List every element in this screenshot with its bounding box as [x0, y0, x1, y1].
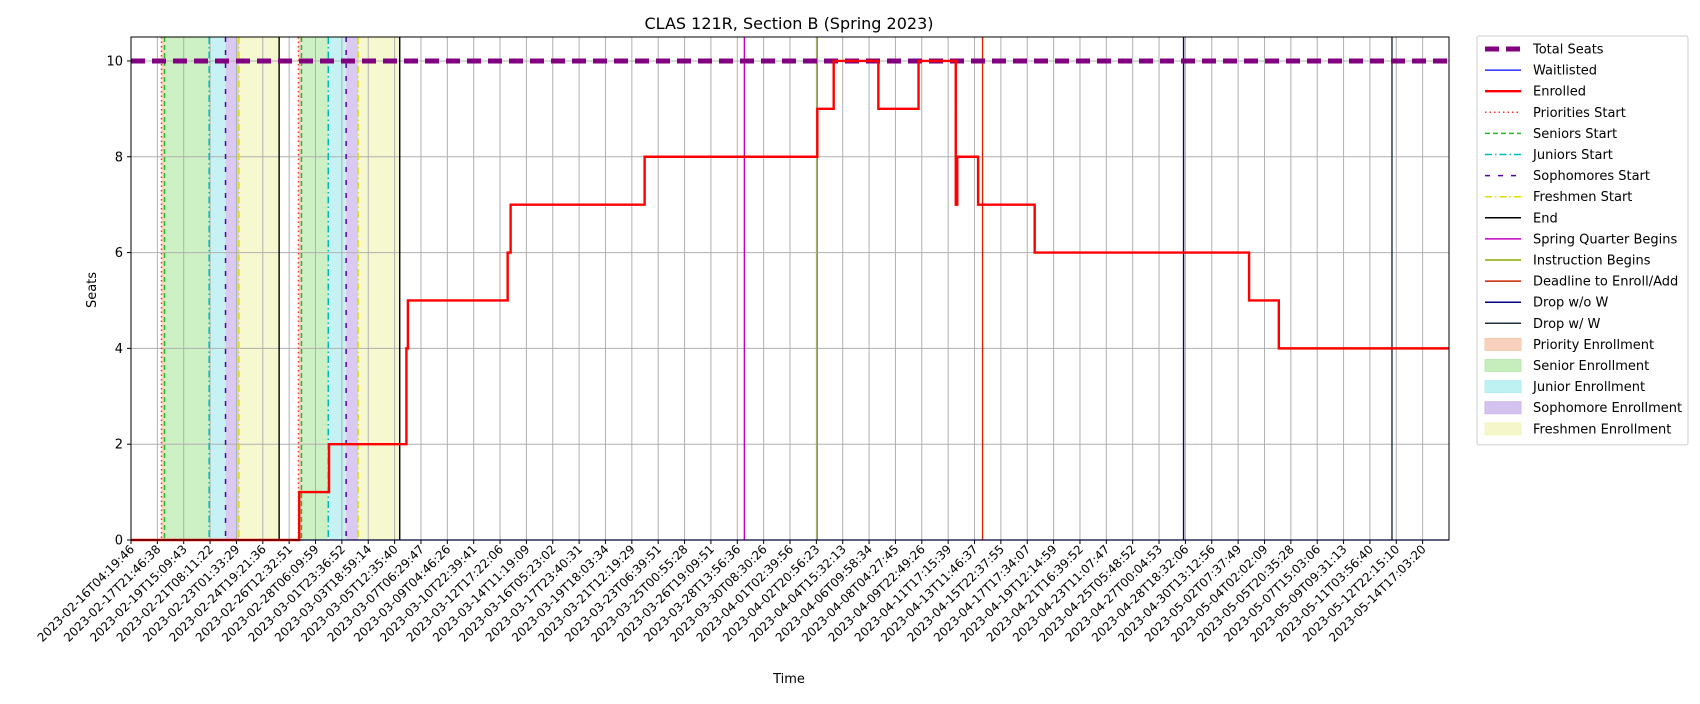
legend-entry-senior-enrollment: Senior Enrollment	[1484, 359, 1649, 374]
legend-label: Total Seats	[1532, 43, 1604, 58]
legend-label: Drop w/ W	[1533, 317, 1601, 332]
band-sophomore-enrollment-1	[346, 37, 359, 540]
band-freshmen-enrollment-1	[358, 37, 400, 540]
legend-entry-seniors-start: Seniors Start	[1485, 127, 1617, 142]
band-freshmen-enrollment-0	[238, 37, 280, 540]
plot-area: 02468102023-02-16T04:19:462023-02-17T21:…	[35, 36, 1450, 645]
y-axis-label: Seats	[85, 272, 100, 308]
band-senior-enrollment-1	[301, 37, 329, 540]
legend-label: Juniors Start	[1532, 148, 1613, 163]
legend-label: Priority Enrollment	[1533, 338, 1654, 353]
legend-entry-sophomore-enrollment: Sophomore Enrollment	[1484, 401, 1682, 416]
legend-label: Seniors Start	[1533, 127, 1617, 142]
legend-label: Priorities Start	[1533, 106, 1626, 121]
band-sophomore-enrollment-0	[225, 37, 239, 540]
legend-entry-total-seats: Total Seats	[1485, 43, 1604, 58]
legend-entry-end: End	[1485, 211, 1558, 226]
legend-swatch	[1484, 337, 1522, 351]
legend-label: Enrolled	[1533, 85, 1586, 100]
legend-entry-drop-w-o-w: Drop w/o W	[1485, 296, 1609, 311]
band-junior-enrollment-0	[209, 37, 226, 540]
legend-label: Waitlisted	[1533, 64, 1597, 79]
band-priority-enrollment-1	[298, 37, 302, 540]
legend-label: Instruction Begins	[1533, 254, 1651, 269]
y-tick-label: 6	[115, 246, 123, 261]
legend-entry-priorities-start: Priorities Start	[1485, 106, 1626, 121]
legend-label: Sophomores Start	[1533, 169, 1650, 184]
legend-swatch	[1484, 359, 1522, 372]
y-tick-label: 2	[115, 438, 123, 453]
y-tick-label: 4	[115, 342, 123, 357]
y-tick-label: 10	[106, 54, 123, 69]
legend-entry-waitlisted: Waitlisted	[1485, 64, 1597, 79]
band-priority-enrollment-0	[161, 37, 165, 540]
band-junior-enrollment-1	[328, 37, 347, 540]
legend-entry-junior-enrollment: Junior Enrollment	[1484, 380, 1645, 395]
legend-label: Sophomore Enrollment	[1533, 401, 1682, 416]
legend-label: Freshmen Start	[1533, 190, 1632, 205]
legend-entry-sophomores-start: Sophomores Start	[1485, 169, 1650, 184]
legend-entry-enrolled: Enrolled	[1485, 85, 1586, 100]
legend-label: Junior Enrollment	[1532, 380, 1645, 395]
y-tick-label: 0	[115, 534, 123, 549]
legend-label: Freshmen Enrollment	[1533, 422, 1671, 437]
legend-label: Deadline to Enroll/Add	[1533, 275, 1678, 290]
legend-entry-spring-quarter-begins: Spring Quarter Begins	[1485, 232, 1677, 247]
legend-label: Senior Enrollment	[1533, 359, 1649, 374]
legend-entry-freshmen-enrollment: Freshmen Enrollment	[1484, 422, 1671, 437]
legend-swatch	[1484, 422, 1522, 436]
legend-entry-priority-enrollment: Priority Enrollment	[1484, 337, 1654, 353]
legend-label: Spring Quarter Begins	[1533, 232, 1677, 247]
chart-title: CLAS 121R, Section B (Spring 2023)	[645, 14, 934, 33]
legend: Total Seats Waitlisted Enrolled Priorities …	[1476, 35, 1689, 446]
legend-entry-deadline-to-enroll-add: Deadline to Enroll/Add	[1485, 275, 1678, 290]
x-axis-label: Time	[772, 672, 805, 687]
legend-entry-juniors-start: Juniors Start	[1485, 148, 1613, 163]
legend-entry-instruction-begins: Instruction Begins	[1485, 254, 1651, 269]
series-enrolled	[131, 59, 1449, 542]
band-senior-enrollment-0	[164, 37, 210, 540]
legend-label: End	[1533, 211, 1558, 226]
legend-frame	[1476, 35, 1689, 446]
legend-entry-drop-w-w: Drop w/ W	[1485, 317, 1601, 332]
legend-swatch	[1484, 401, 1522, 415]
y-tick-label: 8	[115, 150, 123, 165]
legend-label: Drop w/o W	[1533, 296, 1609, 311]
legend-entry-freshmen-start: Freshmen Start	[1485, 190, 1632, 205]
legend-swatch	[1484, 380, 1522, 394]
